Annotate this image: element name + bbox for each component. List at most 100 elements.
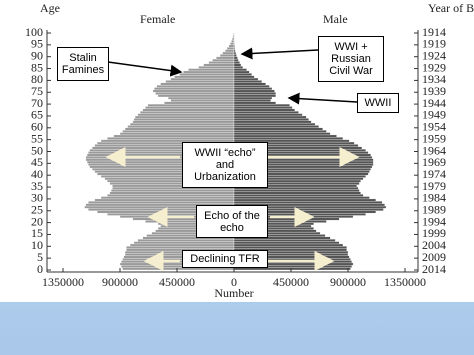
bar	[233, 96, 273, 100]
bar	[110, 189, 235, 192]
bar	[208, 61, 235, 64]
y-tick-label: 90	[31, 48, 43, 62]
bar	[230, 42, 235, 45]
bar	[233, 51, 237, 55]
annotation: Echo of the echo	[196, 205, 268, 238]
bar	[145, 106, 235, 109]
x-tick-label: 0	[231, 275, 237, 289]
y2-tick-label: 1929	[422, 60, 446, 74]
y2-tick-label: 1949	[422, 108, 446, 122]
bar	[137, 239, 235, 242]
bar	[224, 49, 235, 53]
bar	[133, 241, 235, 245]
bar	[233, 68, 247, 72]
bar	[233, 243, 344, 247]
bar	[233, 103, 290, 107]
y2-tick-label: 2004	[422, 238, 446, 252]
x-tick-label: 450000	[159, 275, 195, 289]
bar	[122, 130, 235, 133]
y2-tick-label: 1999	[422, 226, 446, 240]
bar	[174, 75, 235, 79]
arrow	[287, 92, 358, 105]
x-tick-label: 450000	[273, 275, 309, 289]
bar	[233, 201, 383, 204]
bar	[233, 194, 364, 197]
bar	[233, 58, 239, 62]
y2-tick-label: 1994	[422, 214, 446, 228]
bar	[233, 122, 316, 126]
y2-tick-label: 2009	[422, 250, 446, 264]
y-tick-label: 0	[37, 262, 43, 276]
bar	[170, 99, 235, 102]
bar	[160, 82, 235, 86]
y2-tick-label: 1979	[422, 179, 446, 193]
x-axis-label: Number	[214, 286, 253, 300]
bar	[137, 113, 235, 117]
bar	[233, 198, 377, 202]
bar	[233, 56, 238, 60]
bar	[233, 118, 309, 121]
bar	[233, 115, 307, 119]
bar	[167, 96, 235, 100]
bar	[132, 120, 235, 124]
bar	[164, 101, 235, 105]
bar	[233, 132, 331, 136]
y2-tick-label: 1984	[422, 191, 446, 205]
bar	[233, 61, 240, 64]
y-tick-label: 75	[31, 84, 43, 98]
y2-tick-label: 1944	[422, 96, 446, 110]
y-tick-label: 50	[31, 143, 43, 157]
bar	[233, 196, 370, 200]
bar	[107, 137, 235, 140]
bar	[233, 137, 344, 140]
bar	[233, 84, 270, 88]
bar	[129, 243, 235, 247]
y-tick-label: 95	[31, 37, 43, 51]
y2-tick-label: 1959	[422, 131, 446, 145]
bar	[216, 56, 235, 60]
bar	[100, 196, 235, 200]
bar	[157, 94, 235, 98]
bar	[233, 89, 275, 93]
y2-tick-label: 1989	[422, 203, 446, 217]
y2-tick-label: 1934	[422, 72, 446, 86]
bar	[233, 73, 252, 76]
y2-tick-label: 1974	[422, 167, 446, 181]
y-tick-label: 100	[25, 25, 43, 39]
bar	[107, 194, 235, 197]
arrow	[240, 47, 319, 60]
y-tick-label: 30	[31, 191, 43, 205]
annotation: WWII	[357, 93, 399, 113]
y2-tick-label: 2014	[422, 262, 446, 276]
y-tick-label: 60	[31, 120, 43, 134]
bar	[233, 63, 242, 67]
bar	[156, 84, 235, 88]
bar	[113, 134, 235, 138]
bar	[233, 99, 271, 102]
bar	[233, 239, 336, 242]
bar	[140, 111, 235, 114]
bar	[233, 120, 312, 124]
bar	[124, 127, 235, 131]
annotation: Stalin Famines	[57, 47, 109, 81]
y-tick-label: 10	[31, 238, 43, 252]
bar	[147, 103, 235, 107]
x-tick-label: 1350000	[384, 275, 426, 289]
x-tick-label: 900000	[102, 275, 138, 289]
bar	[222, 51, 235, 55]
bar	[212, 58, 235, 62]
y2-tick-label: 1939	[422, 84, 446, 98]
bar	[233, 77, 259, 81]
bar	[183, 70, 235, 74]
bar	[233, 70, 250, 74]
annotation: WWI + Russian Civil War	[318, 36, 384, 82]
bar	[226, 47, 235, 50]
series-label: Male	[323, 12, 348, 26]
bar	[170, 77, 235, 81]
y-tick-label: 45	[31, 155, 43, 169]
y-tick-label: 35	[31, 179, 43, 193]
bar	[233, 130, 327, 133]
bar	[233, 66, 244, 69]
bar	[127, 125, 235, 128]
